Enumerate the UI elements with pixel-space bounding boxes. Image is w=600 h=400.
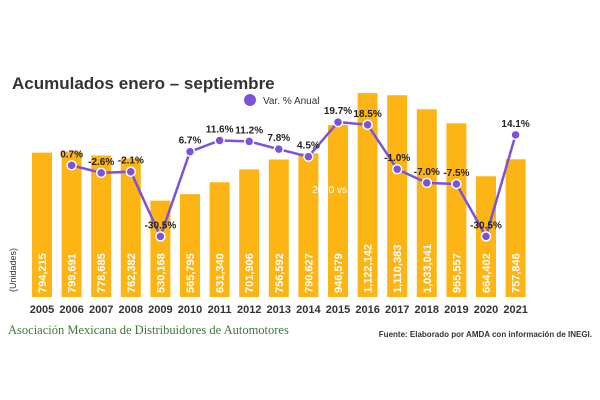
pct-label: 0.7%	[60, 149, 83, 160]
bar-2015	[328, 124, 348, 297]
association-name: Asociación Mexicana de Distribuidores de…	[8, 323, 289, 337]
line-marker	[332, 116, 344, 128]
line-marker	[451, 178, 462, 190]
legend-label: Var. % Anual	[263, 96, 320, 107]
x-tick-label: 2012	[237, 304, 261, 316]
bar-2019	[446, 123, 467, 298]
legend-marker	[244, 94, 256, 106]
x-tick-label: 2013	[267, 304, 291, 316]
source-note: Fuente: Elaborado por AMDA con informaci…	[379, 330, 592, 339]
bar-value-label: 1,033,041	[422, 244, 434, 293]
y-axis-label: (Unidades)	[8, 248, 18, 292]
line-marker	[510, 129, 521, 141]
line-series-group: 0.7% -2.6% -2.1% -30.5% 6.7% 11.6% 11.2% 7.8% 4.…	[60, 106, 530, 242]
x-tick-label: 2016	[355, 304, 379, 316]
bar-value-label: 794,215	[37, 253, 49, 293]
x-tick-label: 2011	[208, 304, 232, 316]
bar-2021	[505, 159, 526, 297]
x-tick-label: 2005	[30, 304, 54, 316]
pct-label: 6.7%	[179, 136, 202, 147]
bars-group: 794,215 799,691 778,685 762,382 530,168 565,7…	[32, 93, 526, 298]
x-tick-label: 2017	[385, 304, 409, 316]
bar-2016	[357, 93, 378, 297]
bar-2011	[209, 182, 230, 297]
pct-label: 4.5%	[297, 141, 320, 152]
bar-value-label: 799,691	[67, 253, 79, 293]
x-tick-label: 2007	[89, 304, 113, 316]
annotation-2020-vs: 2020 vs	[312, 185, 347, 196]
line-marker	[480, 231, 492, 242]
pct-label: -7.5%	[443, 168, 469, 179]
x-axis-ticks: 2005 2006 2007 2008 2009 2010 2011 2012 2013 2014…	[30, 304, 528, 316]
bar-value-label: 756,592	[274, 253, 286, 293]
pct-label: -2.6%	[88, 157, 114, 168]
x-tick-label: 2008	[119, 304, 143, 316]
line-marker	[95, 167, 107, 179]
pct-label: -30.5%	[145, 220, 177, 231]
x-tick-label: 2019	[444, 304, 468, 316]
legend: Var. % Anual	[244, 94, 320, 107]
pct-label: 7.8%	[267, 133, 290, 144]
line-marker	[125, 166, 137, 177]
bar-value-label: 955,557	[451, 253, 463, 293]
line-marker	[391, 163, 403, 175]
bar-2013	[268, 159, 289, 297]
bar-2008	[120, 158, 141, 297]
x-tick-label: 2018	[415, 304, 439, 316]
bar-2018	[416, 109, 437, 297]
pct-label: 18.5%	[353, 109, 381, 120]
x-tick-label: 2015	[326, 304, 350, 316]
line-marker	[362, 119, 373, 131]
line-marker	[303, 151, 314, 162]
bar-value-label: 631,340	[215, 253, 227, 293]
pct-label: -7.0%	[414, 167, 440, 178]
line-marker	[243, 136, 255, 147]
x-tick-label: 2020	[474, 304, 498, 316]
line-marker	[184, 146, 196, 157]
bar-value-label: 778,685	[96, 253, 108, 293]
bar-value-label: 762,382	[126, 253, 138, 293]
chart-title: Acumulados enero – septiembre	[12, 74, 275, 93]
bar-value-label: 664,402	[481, 253, 493, 293]
line-marker	[155, 231, 166, 242]
pct-label: -30.5%	[470, 220, 502, 231]
bar-2007	[91, 155, 112, 297]
pct-label: -2.1%	[118, 156, 144, 167]
pct-label: 14.1%	[501, 119, 529, 130]
pct-label: 11.6%	[206, 125, 234, 136]
pct-label: -1.0%	[384, 153, 410, 164]
bar-2006	[61, 151, 82, 297]
bar-value-label: 530,168	[155, 253, 167, 293]
x-tick-label: 2021	[503, 304, 527, 316]
var-anual-line	[71, 120, 517, 240]
bar-2005	[32, 152, 52, 297]
bar-2017	[387, 95, 408, 298]
bar-value-label: 565,795	[185, 253, 197, 293]
bar-value-label: 790,627	[303, 253, 315, 293]
line-marker	[273, 143, 285, 155]
bar-value-label: 1,122,142	[363, 244, 375, 293]
bar-value-label: 757,846	[511, 253, 523, 293]
bar-2010	[180, 194, 200, 297]
bar-value-label: 1,110,383	[392, 245, 404, 293]
x-tick-label: 2010	[178, 304, 202, 316]
bar-2012	[239, 169, 260, 297]
x-tick-label: 2006	[59, 304, 83, 316]
line-marker	[214, 135, 225, 146]
line-marker	[66, 160, 77, 171]
pct-label: 19.7%	[324, 106, 352, 117]
x-tick-label: 2014	[296, 304, 321, 316]
pct-label: 11.2%	[235, 125, 263, 136]
bar-value-label: 946,579	[333, 253, 345, 293]
x-tick-label: 2009	[148, 304, 172, 316]
bar-2014	[298, 153, 319, 297]
bar-value-label: 701,906	[244, 253, 256, 293]
line-marker	[421, 177, 433, 189]
